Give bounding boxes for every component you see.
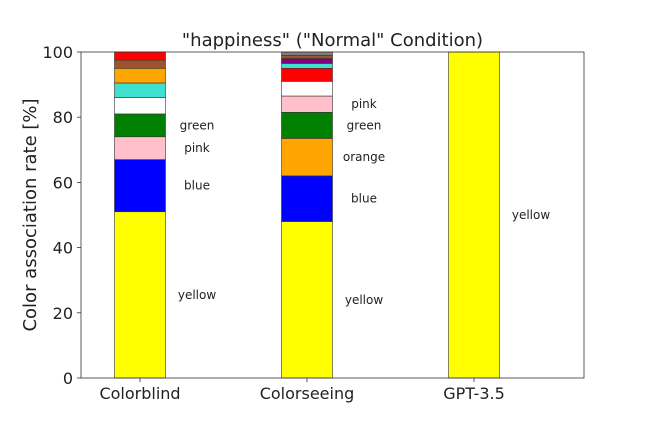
bar-segment <box>281 51 333 56</box>
bar-segment <box>281 54 333 59</box>
bar-segment <box>114 51 166 61</box>
y-tick-label: 0 <box>63 369 73 388</box>
segment-label: pink <box>351 97 377 111</box>
x-tick-label: GPT-3.5 <box>443 384 505 403</box>
bar-segment <box>281 68 333 82</box>
y-ticks-layer: 0 20 40 60 80 100 <box>42 43 81 388</box>
y-tick-label: 80 <box>53 108 73 127</box>
bar-segment <box>281 81 333 97</box>
x-ticks-layer: Colorblind Colorseeing GPT-3.5 <box>99 378 505 403</box>
segment-label: yellow <box>512 208 550 222</box>
y-tick-label: 40 <box>53 239 73 258</box>
bar-segment <box>114 97 166 115</box>
x-tick-label: Colorblind <box>99 384 180 403</box>
bar-segment <box>281 58 333 64</box>
segment-label: green <box>180 118 215 132</box>
chart-title: "happiness" ("Normal" Condition) <box>182 30 483 51</box>
bar-segment <box>114 211 166 379</box>
y-tick-label: 20 <box>53 304 73 323</box>
bars-layer <box>114 51 500 379</box>
segment-labels-layer: yellow blue pink green yellow blue orange green… <box>178 97 550 307</box>
bar-segment <box>281 221 333 379</box>
y-axis-label: Color association rate [%] <box>20 98 41 331</box>
bar-segment <box>448 51 500 379</box>
segment-label: blue <box>184 179 210 193</box>
bar-segment <box>114 159 166 213</box>
bar-segment <box>114 113 166 138</box>
segment-label: pink <box>184 141 210 155</box>
bar-segment <box>281 63 333 69</box>
plot-frame <box>80 51 585 379</box>
bar-segment <box>114 82 166 98</box>
bar-segment <box>281 95 333 113</box>
x-tick-label: Colorseeing <box>260 384 355 403</box>
segment-label: orange <box>343 150 385 164</box>
y-tick-label: 100 <box>42 43 73 62</box>
bar-segment <box>114 68 166 84</box>
bar-segment <box>281 175 333 222</box>
segment-label: yellow <box>178 288 216 302</box>
segment-label: blue <box>351 192 377 206</box>
bar-segment <box>114 136 166 160</box>
bar-segment <box>114 59 166 69</box>
segment-label: yellow <box>345 293 383 307</box>
y-tick-label: 60 <box>53 173 73 192</box>
bar-segment <box>281 112 333 139</box>
bar-segment <box>281 138 333 177</box>
segment-label: green <box>347 118 382 132</box>
